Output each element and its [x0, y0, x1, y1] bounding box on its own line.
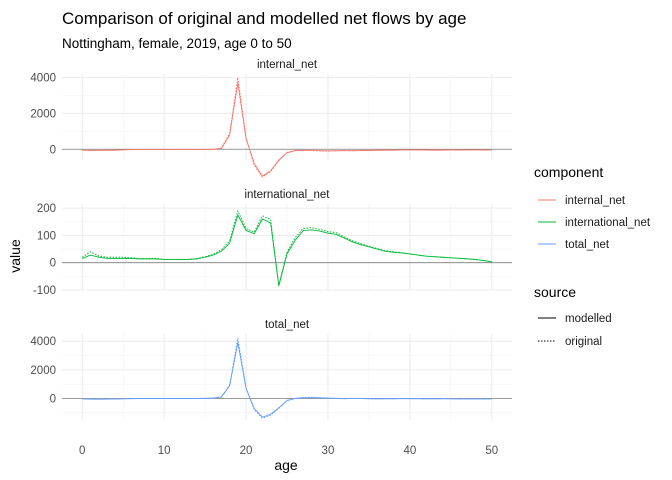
- chart-title: Comparison of original and modelled net …: [62, 9, 466, 28]
- y-tick-label: 2000: [30, 108, 56, 120]
- legend-label-modelled: modelled: [565, 313, 612, 325]
- y-tick-label: 0: [50, 144, 56, 156]
- y-tick-label: 0: [50, 258, 56, 270]
- y-tick-label: 4000: [30, 73, 56, 85]
- legend: component source internal_net internation…: [534, 164, 651, 348]
- facet-panel-internal_net: internal_net 0 2000 4000: [30, 59, 512, 178]
- y-tick-label: 4000: [30, 336, 56, 348]
- x-tick-label: 40: [403, 445, 416, 457]
- x-tick-label: 30: [322, 445, 335, 457]
- x-tick-label: 0: [79, 445, 85, 457]
- x-tick-label: 50: [485, 445, 498, 457]
- x-tick-label: 10: [158, 445, 171, 457]
- legend-component-title: component: [534, 164, 603, 180]
- series-line-international_net-original: [81, 210, 492, 286]
- y-tick-label: 0: [50, 394, 56, 406]
- facet-strip-label: international_net: [244, 189, 330, 201]
- y-tick-label: 200: [37, 203, 56, 215]
- y-axis-title: value: [7, 239, 23, 273]
- legend-label-total_net: total_net: [565, 239, 610, 251]
- x-axis-title: age: [274, 457, 298, 473]
- series-line-total_net-original: [82, 337, 492, 419]
- y-tick-label: -100: [33, 285, 56, 297]
- facet-panel-international_net: international_net -100 0 100 200: [33, 189, 512, 297]
- facet-strip-label: total_net: [265, 319, 310, 331]
- chart-subtitle: Nottingham, female, 2019, age 0 to 50: [62, 36, 292, 51]
- legend-label-internal_net: internal_net: [565, 195, 626, 207]
- series-line-internal_net-original: [82, 77, 492, 178]
- facet-panels: internal_net020004000international_net-1…: [30, 59, 512, 420]
- facet-panel-total_net: total_net 0 2000 4000: [30, 319, 512, 420]
- x-axis: 0 10 20 30 40 50: [79, 445, 498, 457]
- x-tick-label: 20: [240, 445, 253, 457]
- legend-label-original: original: [565, 336, 602, 348]
- facet-strip-label: internal_net: [257, 59, 318, 71]
- legend-label-international_net: international_net: [565, 217, 651, 229]
- legend-source-title: source: [534, 284, 576, 300]
- y-tick-label: 100: [37, 230, 56, 242]
- y-tick-label: 2000: [30, 365, 56, 377]
